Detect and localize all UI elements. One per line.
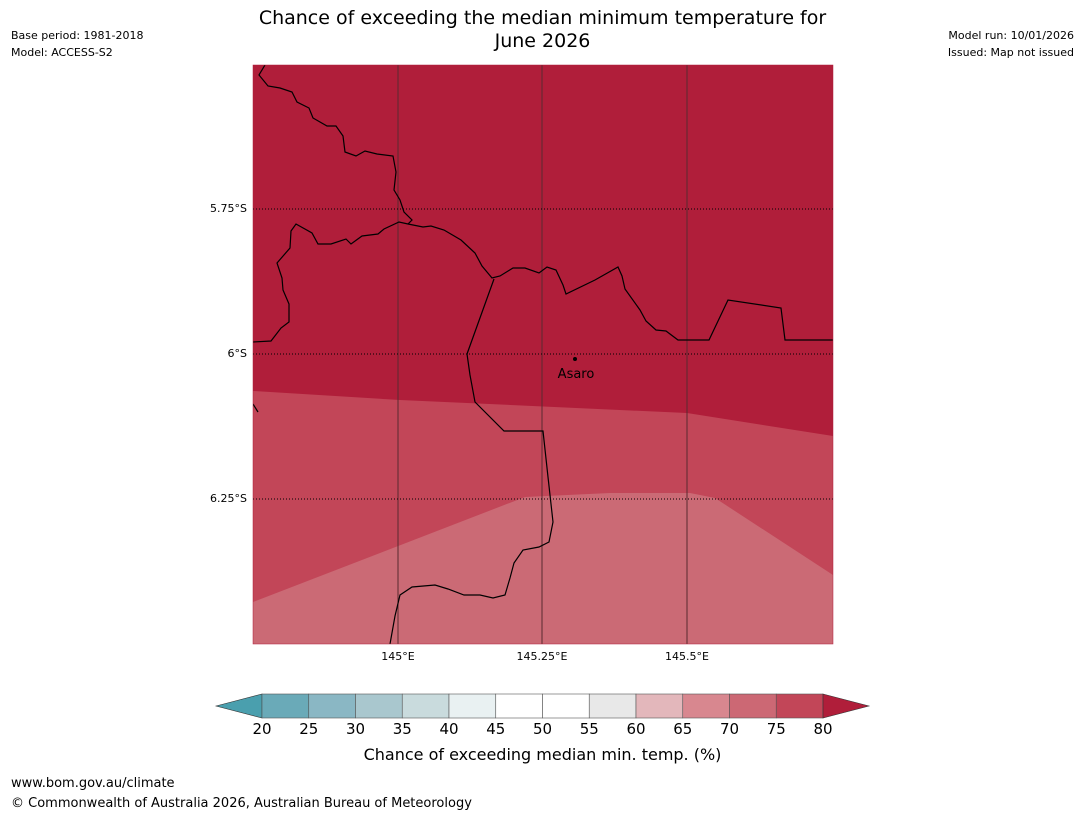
lat-label-6-25: 6.25°S [210, 492, 247, 505]
colorbar-cell [355, 693, 403, 719]
colorbar-tick-label: 45 [486, 720, 506, 738]
map-area[interactable]: Asaro [253, 65, 833, 644]
issued-status: Issued: Map not issued [947, 46, 1074, 59]
colorbar-tick-label: 35 [392, 720, 412, 738]
colorbar-cell [308, 693, 356, 719]
model-run: Model run: 10/01/2026 [948, 29, 1074, 42]
base-period: Base period: 1981-2018 [11, 29, 144, 42]
boundary-north [258, 65, 413, 225]
place-marker[interactable] [573, 357, 577, 361]
boundary-west-edge [253, 403, 259, 413]
colorbar-tick-label: 50 [532, 720, 553, 738]
colorbar-tick-label: 30 [345, 720, 366, 738]
lat-label-6: 6°S [227, 347, 247, 360]
colorbar-cell [261, 693, 310, 719]
model-name: Model: ACCESS-S2 [11, 46, 113, 59]
colorbar-tick-label: 60 [626, 720, 646, 738]
colorbar-tick-label: 75 [766, 720, 786, 738]
colorbar [214, 693, 871, 719]
colorbar-cell [635, 693, 684, 719]
boundary-central [253, 221, 833, 343]
colorbar-tick-label: 65 [673, 720, 693, 738]
colorbar-cell [682, 693, 730, 719]
colorbar-title: Chance of exceeding median min. temp. (%… [363, 745, 722, 764]
lon-label-145-5: 145.5°E [665, 650, 709, 663]
footer-url[interactable]: www.bom.gov.au/climate [11, 776, 175, 791]
base-info: Base period: 1981-2018 Model: ACCESS-S2 [11, 27, 143, 61]
colorbar-cell [448, 693, 497, 719]
run-info: Model run: 10/01/2026 Issued: Map not is… [948, 27, 1074, 61]
colorbar-cells [261, 693, 824, 719]
lon-label-145-25: 145.25°E [516, 650, 568, 663]
lon-label-145: 145°E [381, 650, 415, 663]
colorbar-tick-label: 25 [299, 720, 319, 738]
colorbar-tick-label: 40 [439, 720, 459, 738]
colorbar-tick-label: 55 [579, 720, 599, 738]
colorbar-cell [775, 693, 824, 719]
colorbar-cell [588, 693, 637, 719]
colorbar-tick-label: 80 [813, 720, 833, 738]
colorbar-cell [542, 693, 590, 719]
place-label: Asaro [558, 367, 595, 382]
page-title: Chance of exceeding the median minimum t… [200, 7, 885, 53]
colorbar-tick-label: 70 [719, 720, 740, 738]
colorbar-low-arrow [214, 693, 263, 719]
title-line-1: Chance of exceeding the median minimum t… [258, 7, 827, 29]
colorbar-cell [401, 693, 450, 719]
colorbar-high-arrow [822, 693, 871, 719]
colorbar-cell [495, 693, 543, 719]
boundary-south [389, 278, 554, 644]
map-frame [252, 64, 834, 645]
title-line-2: June 2026 [494, 30, 591, 52]
lat-label-5-75: 5.75°S [210, 202, 247, 215]
footer-copyright: © Commonwealth of Australia 2026, Austra… [11, 796, 472, 811]
colorbar-cell [729, 693, 777, 719]
colorbar-tick-label: 20 [252, 720, 272, 738]
